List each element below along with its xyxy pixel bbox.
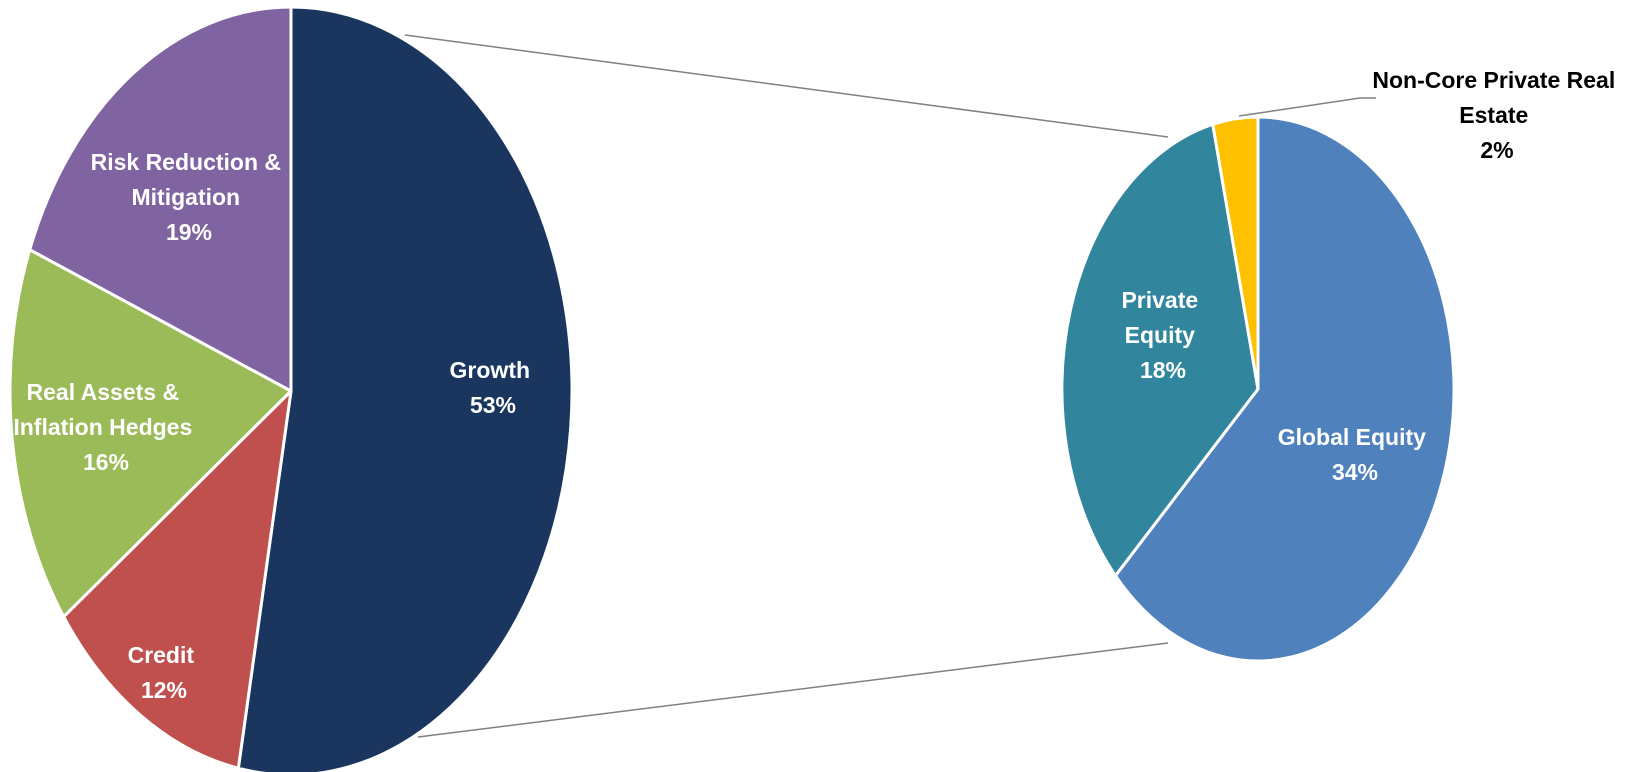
leader-line-non-core: [1238, 97, 1376, 117]
slice-global-equity: [1113, 115, 1456, 663]
label-private-equity: Private Equity 18%: [1121, 287, 1204, 383]
slice-private-equity: [1060, 122, 1260, 578]
slice-non-core-private-real-estate: [1211, 115, 1260, 391]
label-non-core-private-real-estate: Non-Core Private Real Estate 2%: [1372, 67, 1621, 163]
label-real-assets: Real Assets & Inflation Hedges 16%: [13, 379, 198, 475]
label-growth: Growth 53%: [450, 357, 537, 418]
slice-growth: [236, 5, 574, 772]
sub-pie: [1060, 115, 1456, 663]
label-global-equity: Global Equity 34%: [1278, 424, 1433, 485]
slice-credit: [62, 389, 293, 770]
label-credit: Credit 12%: [128, 642, 201, 703]
slice-real-assets-and-inflation-hedges: [8, 248, 293, 619]
slice-risk-reduction-and-mitigation: [28, 5, 293, 393]
connector-line-bottom: [417, 642, 1169, 738]
main-pie: [8, 5, 574, 772]
label-risk-reduction: Risk Reduction & Mitigation 19%: [91, 149, 288, 245]
connector-line-top: [404, 34, 1169, 138]
